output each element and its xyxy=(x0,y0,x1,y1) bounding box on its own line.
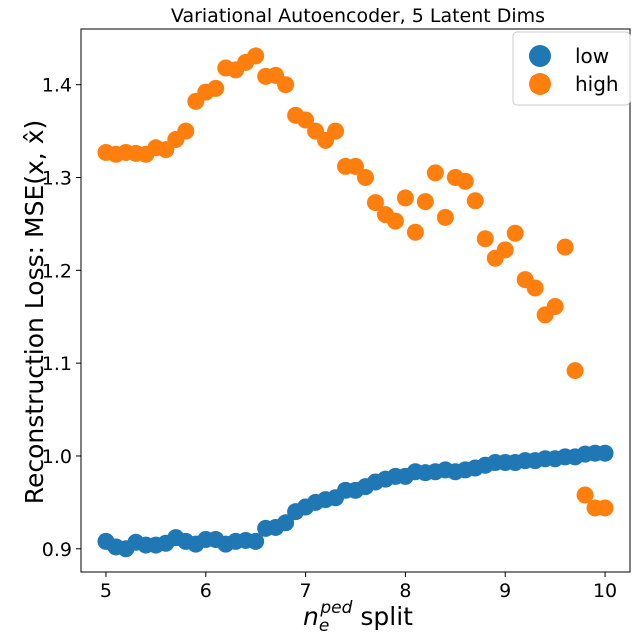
point-high-11 xyxy=(207,79,225,97)
x-tick-label-5: 5 xyxy=(100,580,112,602)
point-high-23 xyxy=(327,122,345,140)
x-axis: 5 6 7 8 9 10 xyxy=(100,572,617,602)
point-high-18 xyxy=(277,76,295,94)
point-high-48 xyxy=(576,486,594,504)
point-high-32 xyxy=(416,193,434,211)
series-points-layer xyxy=(97,47,614,558)
y-tick-label-1.4: 1.4 xyxy=(42,75,72,97)
point-high-34 xyxy=(436,208,454,226)
point-high-30 xyxy=(396,189,414,207)
point-high-27 xyxy=(366,194,384,212)
x-tick-label-10: 10 xyxy=(593,580,617,602)
y-tick-label-1.3: 1.3 xyxy=(42,168,72,190)
point-high-8 xyxy=(177,122,195,140)
x-tick-label-8: 8 xyxy=(399,580,411,602)
point-high-45 xyxy=(546,298,564,316)
x-axis-label-sup: ped xyxy=(319,598,352,618)
point-high-50 xyxy=(596,499,614,517)
x-axis-label-rest: split xyxy=(352,602,413,631)
point-high-31 xyxy=(406,223,424,241)
point-high-43 xyxy=(526,279,544,297)
y-tick-label-0.9: 0.9 xyxy=(42,539,72,561)
chart-title: Variational Autoencoder, 5 Latent Dims xyxy=(171,5,545,27)
point-high-47 xyxy=(566,362,584,380)
point-high-40 xyxy=(496,241,514,259)
point-high-46 xyxy=(556,238,574,256)
legend-marker-high xyxy=(529,73,551,95)
point-high-38 xyxy=(476,230,494,248)
point-low-50 xyxy=(596,444,614,462)
legend: low high xyxy=(512,31,631,106)
y-tick-label-1.1: 1.1 xyxy=(42,353,72,375)
y-tick-label-1.0: 1.0 xyxy=(42,446,72,468)
y-axis-label: Reconstruction Loss: MSE(x, x̂) xyxy=(20,120,49,504)
y-axis: 0.9 1.0 1.1 1.2 1.3 1.4 xyxy=(42,75,81,561)
x-axis-label: neped split xyxy=(303,598,413,636)
point-high-29 xyxy=(386,212,404,230)
legend-label-high: high xyxy=(575,72,619,96)
point-high-36 xyxy=(456,172,474,190)
legend-label-low: low xyxy=(575,44,609,68)
x-axis-label-main: n xyxy=(303,602,319,631)
point-high-41 xyxy=(506,224,524,242)
x-tick-label-7: 7 xyxy=(300,580,312,602)
point-low-18 xyxy=(277,514,295,532)
legend-marker-low xyxy=(529,45,551,67)
point-high-15 xyxy=(247,47,265,65)
plot-area xyxy=(80,28,631,573)
x-tick-label-9: 9 xyxy=(499,580,511,602)
point-high-20 xyxy=(297,111,315,129)
point-low-15 xyxy=(247,532,265,550)
point-high-33 xyxy=(426,164,444,182)
x-axis-label-sub: e xyxy=(319,616,329,636)
plot-frame xyxy=(80,28,631,573)
y-tick-label-1.2: 1.2 xyxy=(42,260,72,282)
x-tick-label-6: 6 xyxy=(200,580,212,602)
point-high-37 xyxy=(466,192,484,210)
point-high-26 xyxy=(356,169,374,187)
point-high-25 xyxy=(347,157,364,175)
